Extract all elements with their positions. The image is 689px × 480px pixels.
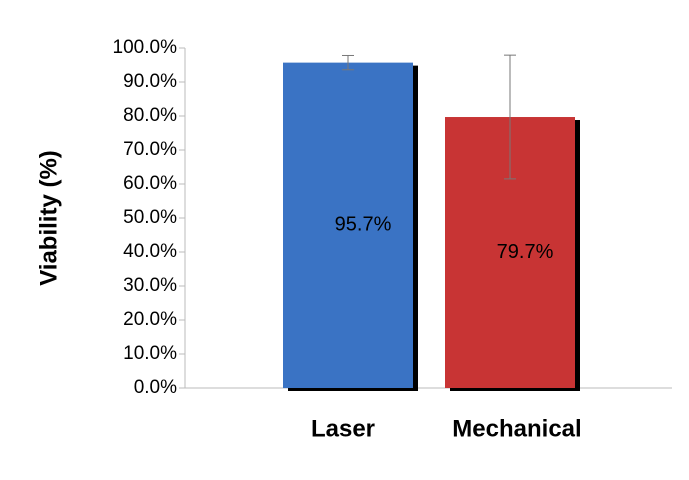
x-tick-label: Laser bbox=[311, 415, 375, 442]
y-tick-label: 90.0% bbox=[123, 71, 177, 92]
x-tick-label: Mechanical bbox=[452, 415, 581, 442]
y-axis-label: Viability (%) bbox=[35, 150, 62, 286]
y-tick-label: 30.0% bbox=[123, 275, 177, 296]
y-tick-label: 100.0% bbox=[113, 37, 178, 58]
y-tick-label: 20.0% bbox=[123, 309, 177, 330]
y-tick-label: 50.0% bbox=[123, 207, 177, 228]
value-label: 79.7% bbox=[497, 241, 554, 263]
y-tick-label: 0.0% bbox=[134, 377, 177, 398]
y-tick-label: 40.0% bbox=[123, 241, 177, 262]
y-tick-label: 70.0% bbox=[123, 139, 177, 160]
y-tick-label: 80.0% bbox=[123, 105, 177, 126]
y-tick-label: 60.0% bbox=[123, 173, 177, 194]
bar bbox=[283, 62, 413, 389]
y-tick-label: 10.0% bbox=[123, 343, 177, 364]
value-label: 95.7% bbox=[335, 214, 392, 236]
